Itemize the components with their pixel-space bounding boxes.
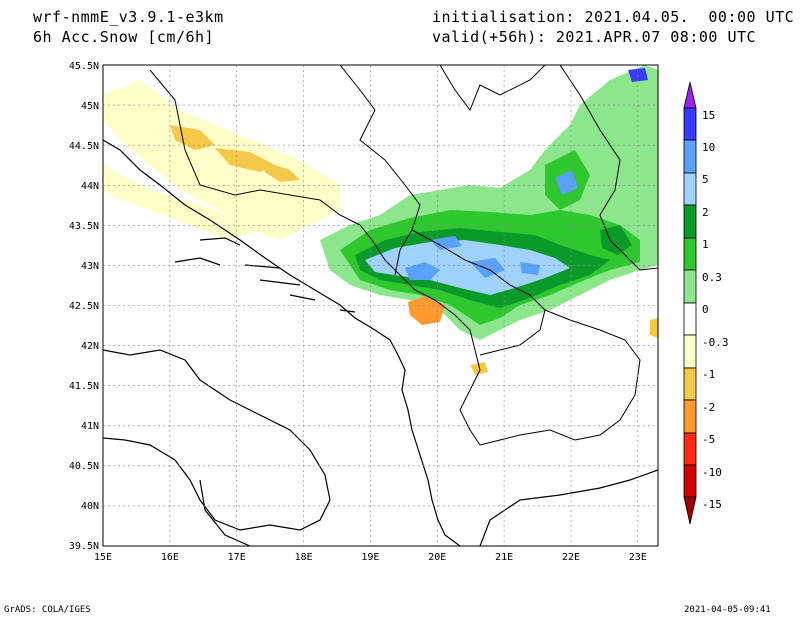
map-frame [102, 64, 659, 547]
colorbar-cell [683, 432, 697, 466]
colorbar-cell [683, 139, 697, 174]
border-6 [479, 309, 641, 446]
lat-label: 39.5N [69, 541, 99, 552]
colorbar-cell [683, 237, 697, 271]
lat-label: 41N [81, 421, 99, 432]
model-title: wrf-nmmE_v3.9.1-e3km [33, 8, 224, 26]
snow-accum-2-5 [365, 240, 570, 295]
lat-label: 43.5N [69, 221, 99, 232]
lat-tick-labels: 45.5N 45N 44.5N 44N 43.5N 43N 42.5N 42N … [69, 61, 99, 552]
colorbar-cell [683, 334, 697, 369]
colorbar-label: 5 [702, 173, 709, 186]
colorbar-cell [683, 302, 697, 336]
colorbar [683, 81, 697, 525]
snow-accum-ne-2 [600, 225, 632, 255]
colorbar-label: -5 [702, 433, 715, 446]
snow-loss-moderate-3 [260, 160, 300, 182]
snow-accum-5-10 [405, 236, 540, 280]
snow-loss-moderate-2 [215, 148, 275, 172]
lat-label: 41.5N [69, 381, 99, 392]
lat-label: 44.5N [69, 141, 99, 152]
colorbar-label: -10 [702, 466, 722, 479]
lon-tick-labels: 15E 16E 17E 18E 19E 20E 21E 22E 23E [94, 552, 647, 563]
greece-coast [437, 469, 658, 546]
lon-label: 21E [495, 552, 513, 563]
islands [174, 237, 356, 313]
coastlines [103, 139, 658, 546]
snow-loss-albania-core [470, 362, 488, 375]
lat-label: 43N [81, 261, 99, 272]
precip-field [103, 65, 658, 375]
lat-label: 42.5N [69, 301, 99, 312]
italy-heel [199, 479, 251, 546]
lon-label: 16E [161, 552, 179, 563]
colorbar-label: 0.3 [702, 271, 722, 284]
lon-label: 19E [361, 552, 379, 563]
colorbar-bottom-arrow [683, 496, 697, 525]
lon-label: 17E [228, 552, 246, 563]
snow-accum-north-heavy [555, 170, 578, 195]
lat-label: 45.5N [69, 61, 99, 72]
variable-title: 6h Acc.Snow [cm/6h] [33, 28, 215, 46]
footer-credit: GrADS: COLA/IGES [4, 605, 91, 615]
init-time: initialisation: 2021.04.05. 00:00 UTC [432, 8, 795, 26]
lat-label: 40N [81, 501, 99, 512]
footer-timestamp: 2021-04-05-09:41 [684, 605, 771, 615]
border-5 [559, 65, 658, 271]
colorbar-label: 1 [702, 238, 709, 251]
colorbar-cell [683, 269, 697, 304]
colorbar-cell [683, 172, 697, 206]
colorbar-label: 15 [702, 109, 715, 122]
snow-loss-albania [408, 296, 445, 325]
colorbar-top-arrow [683, 81, 697, 109]
colorbar-label: -1 [702, 368, 715, 381]
grid [103, 65, 658, 546]
lat-label: 45N [81, 101, 99, 112]
colorbar-cell [683, 464, 697, 498]
colorbar-label: -15 [702, 498, 722, 511]
colorbar-label: -0.3 [702, 336, 729, 349]
lon-label: 23E [629, 552, 647, 563]
colorbar-cell [683, 367, 697, 401]
lat-label: 42N [81, 341, 99, 352]
lat-label: 44N [81, 181, 99, 192]
borders [149, 65, 658, 446]
colorbar-cell [683, 107, 697, 141]
colorbar-label: -2 [702, 401, 715, 414]
adriatic-coast-east [103, 139, 439, 521]
colorbar-label: 10 [702, 141, 715, 154]
valid-time: valid(+56h): 2021.APR.07 08:00 UTC [432, 28, 757, 46]
lon-label: 20E [428, 552, 446, 563]
italy-coast [103, 349, 331, 531]
colorbar-label: 2 [702, 206, 709, 219]
snow-loss-east [650, 318, 658, 338]
border-7 [439, 65, 546, 112]
border-3 [339, 65, 421, 276]
lat-label: 40.5N [69, 461, 99, 472]
border-1 [149, 69, 361, 226]
border-2 [359, 224, 481, 446]
colorbar-labels: 15 10 5 2 1 0.3 0 -0.3 -1 -2 -5 -10 -15 [702, 109, 729, 511]
colorbar-cell [683, 399, 697, 434]
colorbar-cell [683, 204, 697, 239]
border-4 [411, 229, 546, 356]
snow-loss-light [103, 80, 340, 240]
colorbar-label: 0 [702, 303, 709, 316]
lon-label: 15E [94, 552, 112, 563]
lon-label: 22E [562, 552, 580, 563]
lon-label: 18E [295, 552, 313, 563]
